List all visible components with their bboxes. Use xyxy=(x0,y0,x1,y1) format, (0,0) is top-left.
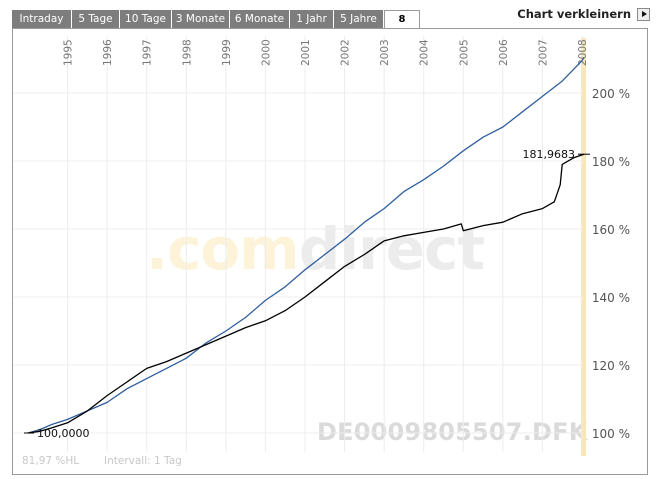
x-tick-label: 1995 xyxy=(63,39,75,66)
x-tick-label: 1996 xyxy=(102,39,114,66)
x-tick-label: 2007 xyxy=(537,39,549,66)
x-tick-label: 2003 xyxy=(379,39,391,66)
y-tick-label: 100 % xyxy=(592,427,630,441)
x-tick-label: 2001 xyxy=(300,39,312,66)
y-tick-label: 180 % xyxy=(592,155,630,169)
y-tick-label: 200 % xyxy=(592,87,630,101)
tab-4[interactable]: 3 Monate xyxy=(172,10,230,28)
shrink-chart-label[interactable]: Chart verkleinern xyxy=(517,7,631,21)
tab-8[interactable]: 8 xyxy=(384,10,420,29)
tab-6[interactable]: 1 Jahr xyxy=(290,10,334,28)
footer-stats: 81,97 %HL xyxy=(22,455,80,467)
x-tick-label: 2000 xyxy=(260,39,272,66)
y-tick-label: 160 % xyxy=(592,223,630,237)
end-value-label: 181,9683 xyxy=(523,148,576,161)
tab-5[interactable]: 6 Monate xyxy=(230,10,290,28)
tab-1[interactable]: Intraday xyxy=(12,10,72,28)
x-tick-label: 2004 xyxy=(419,39,431,66)
tab-2[interactable]: 5 Tage xyxy=(72,10,120,28)
start-value-label: 100,0000 xyxy=(37,427,90,440)
x-tick-label: 1999 xyxy=(221,39,233,66)
tab-3[interactable]: 10 Tage xyxy=(120,10,172,28)
play-icon[interactable] xyxy=(637,7,650,21)
brand-watermark-part1: .com xyxy=(146,215,300,283)
footer-interval: Intervall: 1 Tag xyxy=(104,455,182,467)
y-tick-label: 140 % xyxy=(592,291,630,305)
x-tick-label: 1997 xyxy=(142,39,154,66)
x-tick-label: 1998 xyxy=(181,39,193,66)
x-tick-label: 2002 xyxy=(340,39,352,66)
brand-watermark-part2: direct xyxy=(298,215,485,283)
y-tick-label: 120 % xyxy=(592,359,630,373)
brand-watermark: .comdirect xyxy=(146,220,485,278)
black-series-line xyxy=(27,153,585,434)
current-period-highlight xyxy=(581,38,586,456)
tab-7[interactable]: 5 Jahre xyxy=(334,10,384,28)
x-tick-label: 2006 xyxy=(498,39,510,66)
x-tick-label: 2005 xyxy=(458,39,470,66)
shrink-chart-control[interactable]: Chart verkleinern xyxy=(517,6,650,22)
x-tick-label: 2008 xyxy=(577,39,589,66)
blue-series-line xyxy=(27,56,585,434)
